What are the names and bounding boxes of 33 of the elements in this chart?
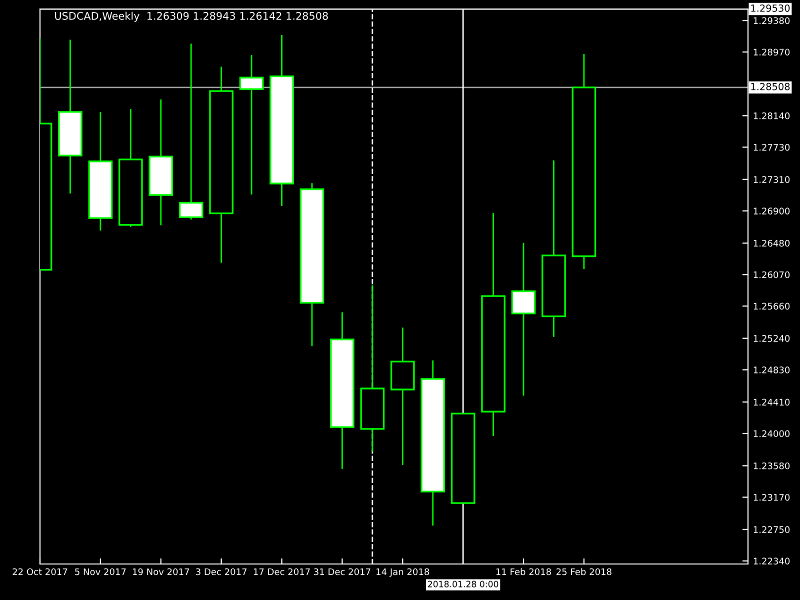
candlestick bbox=[511, 242, 536, 396]
x-tick-label: 17 Dec 2017 bbox=[254, 568, 310, 576]
y-tick-label: 1.27730 bbox=[754, 144, 790, 151]
y-tick-label: 1.24830 bbox=[754, 366, 790, 374]
ref-line-label: 1.29530 bbox=[751, 4, 790, 12]
y-tick-label: 1.25660 bbox=[754, 302, 790, 310]
y-tick-label: 1.26900 bbox=[754, 208, 790, 214]
x-tick-label: 22 Oct 2017 bbox=[12, 568, 68, 576]
y-tick-label: 1.22750 bbox=[754, 526, 790, 534]
candlestick bbox=[239, 54, 264, 196]
ref-line-label: 1.28508 bbox=[751, 82, 790, 90]
x-tick-label: 3 Dec 2017 bbox=[196, 568, 247, 576]
y-tick-label: 1.26480 bbox=[754, 240, 790, 247]
y-tick-label: 1.24410 bbox=[754, 398, 790, 406]
y-tick-label: 1.27310 bbox=[754, 176, 790, 183]
ref-line-label: 2018.01.28 0:00 bbox=[428, 580, 498, 588]
y-tick-label: 1.23170 bbox=[754, 494, 790, 501]
x-tick-label: 19 Nov 2017 bbox=[132, 568, 190, 576]
y-tick-label: 1.23580 bbox=[754, 462, 790, 470]
x-tick-label: 25 Feb 2018 bbox=[556, 568, 612, 576]
x-tick-label: 14 Jan 2018 bbox=[376, 568, 430, 577]
y-tick-label: 1.22340 bbox=[754, 558, 790, 564]
chart-title: USDCAD,Weekly 1.26309 1.28943 1.26142 1.28508 bbox=[55, 12, 328, 22]
x-tick-label: 5 Nov 2017 bbox=[75, 568, 126, 576]
y-tick-label: 1.28970 bbox=[754, 48, 790, 56]
x-tick-label: 31 Dec 2017 bbox=[314, 568, 370, 576]
y-tick-label: 1.24000 bbox=[754, 430, 790, 438]
y-tick-label: 1.28140 bbox=[754, 112, 790, 120]
x-tick-label: 11 Feb 2018 bbox=[496, 568, 551, 576]
y-tick-label: 1.29380 bbox=[754, 17, 790, 24]
y-tick-label: 1.26070 bbox=[754, 271, 790, 278]
y-tick-label: 1.25240 bbox=[754, 335, 790, 342]
candlestick bbox=[178, 42, 204, 220]
